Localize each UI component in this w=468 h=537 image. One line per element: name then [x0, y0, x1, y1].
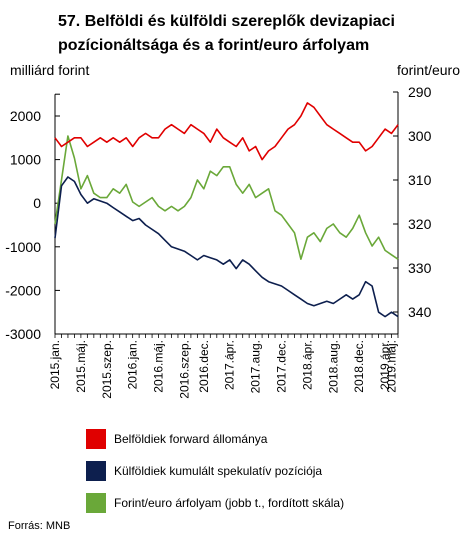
chart: 2000 1000 0 -1000 -2000 -3000 290 300 310 320 330 3… — [5, 84, 432, 399]
x-tick-label: 2015.máj. — [74, 340, 88, 393]
left-tick-label: -1000 — [5, 239, 41, 255]
source-note: Forrás: MNB — [8, 520, 71, 532]
x-tick-label: 2017.aug. — [249, 340, 263, 393]
legend-label-green: Forint/euro árfolyam (jobb t., fordított… — [114, 496, 345, 510]
right-tick-label: 300 — [408, 128, 432, 144]
x-tick-label: 2015.szep. — [100, 340, 114, 399]
right-tick-label: 340 — [408, 304, 432, 320]
legend: Belföldiek forward állománya Külföldiek … — [86, 428, 344, 524]
x-tick-label: 2016.máj. — [152, 340, 166, 393]
left-axis-unit: milliárd forint — [10, 62, 90, 78]
left-tick-label: 1000 — [10, 152, 41, 168]
x-tick-label: 2019.máj. — [385, 340, 399, 393]
x-tick-label: 2018.aug. — [326, 340, 340, 393]
x-tick-label: 2016.szep. — [177, 340, 191, 399]
x-tick-label: 2015.jan. — [48, 340, 62, 389]
legend-swatch-green — [86, 493, 106, 513]
legend-item-navy: Külföldiek kumulált spekulatív pozíciója — [86, 460, 344, 482]
x-tick-label: 2019.ápr. — [378, 340, 392, 390]
left-tick-label: -3000 — [5, 326, 41, 342]
x-tick-label: 2017.dec. — [275, 340, 289, 393]
legend-swatch-navy — [86, 461, 106, 481]
left-tick-label: 0 — [33, 195, 41, 211]
x-tick-label: 2016.dec. — [197, 340, 211, 393]
x-tick-label: 2018.dec. — [352, 340, 366, 393]
legend-label-navy: Külföldiek kumulált spekulatív pozíciója — [114, 464, 323, 478]
right-axis-unit: forint/euro — [396, 62, 460, 78]
legend-label-red: Belföldiek forward állománya — [114, 432, 268, 446]
right-tick-label: 320 — [408, 216, 432, 232]
legend-swatch-red — [86, 429, 106, 449]
series-line-navy — [54, 176, 399, 318]
legend-item-green: Forint/euro árfolyam (jobb t., fordított… — [86, 492, 344, 514]
legend-item-red: Belföldiek forward állománya — [86, 428, 344, 450]
x-tick-label: 2016.jan. — [126, 340, 140, 389]
x-tick-label: 2018.ápr. — [300, 340, 314, 390]
chart-title: 57. Belföldi és külföldi szereplők deviz… — [58, 13, 395, 54]
series-line-red — [54, 102, 399, 161]
series-line-green — [54, 135, 399, 261]
x-tick-label: 2017.ápr. — [223, 340, 237, 390]
right-tick-label: 310 — [408, 172, 432, 188]
right-tick-label: 330 — [408, 260, 432, 276]
left-tick-label: 2000 — [10, 108, 41, 124]
right-tick-label: 290 — [408, 84, 432, 100]
left-tick-label: -2000 — [5, 282, 41, 298]
